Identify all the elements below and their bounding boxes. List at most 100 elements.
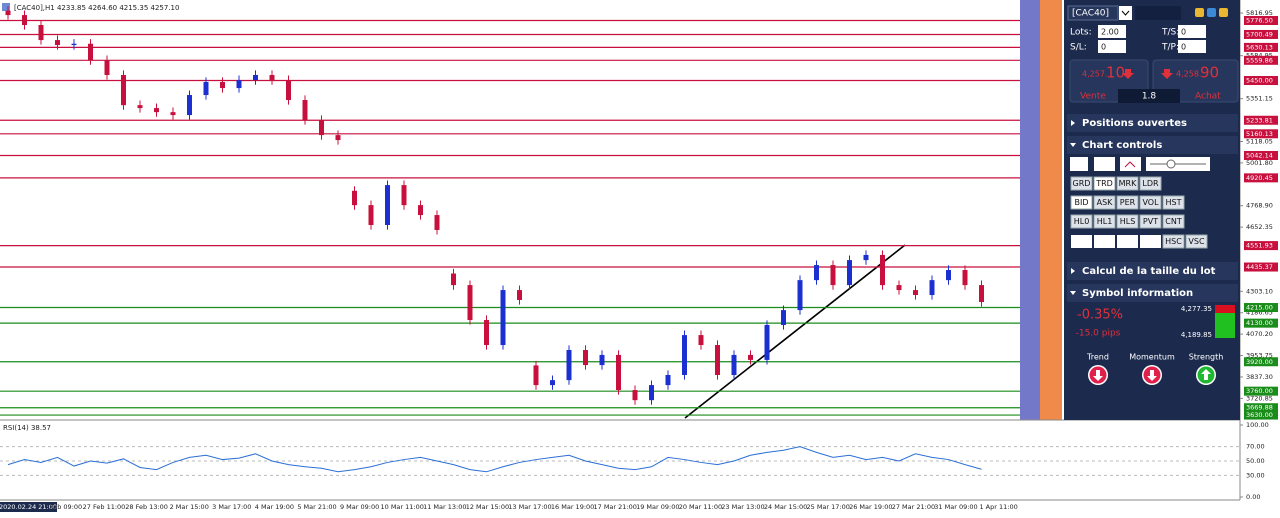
- control-button[interactable]: [1093, 176, 1116, 191]
- candle-body: [731, 354, 737, 375]
- control-button[interactable]: [1139, 214, 1162, 229]
- candle-body: [203, 81, 209, 96]
- candle-body: [385, 185, 390, 225]
- candle-body: [319, 120, 324, 136]
- candle-body: [929, 280, 935, 296]
- section-bar[interactable]: [1067, 284, 1238, 302]
- tp-input[interactable]: [1178, 40, 1206, 53]
- candle-body: [863, 254, 869, 261]
- candle-body: [616, 354, 621, 391]
- control-button[interactable]: [1162, 195, 1185, 210]
- ctrl-icon[interactable]: [1120, 157, 1141, 171]
- candle-body: [154, 108, 159, 113]
- stripe-orange: [1040, 0, 1062, 420]
- section-caret: [1070, 143, 1076, 147]
- nav-button[interactable]: [1117, 235, 1138, 248]
- buy-arrow: [1161, 69, 1173, 79]
- candle-body: [137, 105, 143, 109]
- slider-knob[interactable]: [1166, 159, 1176, 169]
- tp-value: 0: [1181, 43, 1186, 52]
- level-label: 3760.00: [1246, 387, 1273, 395]
- ctrl-icon[interactable]: [1070, 157, 1088, 171]
- candle-body: [269, 74, 275, 81]
- level-box: [1244, 410, 1278, 420]
- ts-input[interactable]: [1178, 25, 1206, 38]
- symbol-dropdown[interactable]: [1119, 6, 1132, 20]
- price-tick-label: 4768.90: [1246, 202, 1273, 210]
- time-label: 3 Mar 17:00: [212, 503, 251, 511]
- control-button[interactable]: [1116, 214, 1139, 229]
- control-button[interactable]: [1093, 195, 1116, 210]
- icon-btn[interactable]: [1219, 8, 1228, 17]
- chart-header: [CAC40],H1 4233.85 4264.60 4215.35 4257.…: [14, 4, 179, 12]
- candle-body: [517, 290, 522, 300]
- level-label: 5233.81: [1246, 116, 1273, 124]
- control-button[interactable]: [1070, 195, 1093, 210]
- control-button[interactable]: [1116, 176, 1139, 191]
- level-box: [1244, 29, 1278, 39]
- section-title: Symbol information: [1082, 288, 1193, 299]
- candle-body: [946, 270, 951, 281]
- price-tick-label: 4303.10: [1246, 287, 1273, 295]
- candle-body: [5, 10, 11, 16]
- control-button[interactable]: [1116, 195, 1139, 210]
- section-bar[interactable]: [1067, 114, 1238, 132]
- sl-input[interactable]: [1098, 40, 1126, 53]
- control-button[interactable]: [1162, 214, 1185, 229]
- control-button[interactable]: [1185, 234, 1208, 249]
- candle-body: [286, 80, 291, 100]
- control-button[interactable]: [1139, 195, 1162, 210]
- sections: Positions ouvertes Chart controls Calcul d…: [1067, 114, 1238, 302]
- control-button[interactable]: [1070, 214, 1093, 229]
- candle-body: [698, 335, 704, 346]
- ctrl-icon[interactable]: [1094, 157, 1115, 171]
- section-bar[interactable]: [1067, 262, 1238, 280]
- sell-price-small: 4,257.: [1082, 70, 1107, 79]
- rsi-pane: RSI(14) 38.57 100.00 70.00 50.00 30.00 0.00: [0, 421, 1269, 501]
- nav-button[interactable]: [1140, 235, 1161, 248]
- lots-input[interactable]: [1098, 25, 1126, 38]
- candle-body: [220, 81, 225, 89]
- icon-btn[interactable]: [1195, 8, 1204, 17]
- candle-body: [962, 270, 968, 286]
- candle-body: [764, 324, 770, 360]
- time-label: 13 Mar 17:00: [508, 503, 551, 511]
- control-button[interactable]: [1070, 176, 1093, 191]
- spread: 1.8: [1142, 92, 1157, 102]
- time-label: 28 Feb 13:00: [125, 503, 168, 511]
- time-label: 27 Feb 11:00: [83, 503, 126, 511]
- lots-label: Lots:: [1070, 28, 1092, 38]
- time-label: 2 Mar 15:00: [170, 503, 209, 511]
- candle-body: [500, 290, 506, 346]
- control-button-label: PVT: [1143, 217, 1158, 226]
- control-button-label: VSC: [1188, 237, 1205, 246]
- icon-btn[interactable]: [1207, 8, 1216, 17]
- control-button[interactable]: [1093, 214, 1116, 229]
- stripe-blue: [1020, 0, 1040, 420]
- search-input[interactable]: [1135, 6, 1181, 20]
- candle-body: [121, 74, 126, 106]
- candle-body: [632, 390, 638, 401]
- range-low: 4,189.85: [1181, 331, 1212, 339]
- level-label: 3669.88: [1246, 404, 1273, 412]
- control-button-label: GRD: [1073, 179, 1091, 188]
- indicators: Trend Momentum Strength: [1086, 353, 1223, 385]
- candle-body: [434, 215, 440, 230]
- level-label: 4435.37: [1246, 263, 1273, 271]
- candle-body: [352, 190, 357, 206]
- ts-value: 0: [1181, 28, 1186, 37]
- candle-body: [566, 349, 572, 381]
- section-bar[interactable]: [1067, 136, 1238, 154]
- candle-body: [830, 265, 836, 286]
- nav-button[interactable]: [1071, 235, 1092, 248]
- nav-button[interactable]: [1094, 235, 1115, 248]
- candle-body: [665, 374, 671, 386]
- control-button[interactable]: [1162, 234, 1185, 249]
- time-label: 9 Mar 09:00: [340, 503, 379, 511]
- control-button-label: ASK: [1097, 198, 1114, 207]
- section-caret: [1070, 291, 1076, 295]
- control-button[interactable]: [1139, 176, 1162, 191]
- symbol-box[interactable]: [1067, 5, 1119, 21]
- level-box: [1244, 129, 1278, 139]
